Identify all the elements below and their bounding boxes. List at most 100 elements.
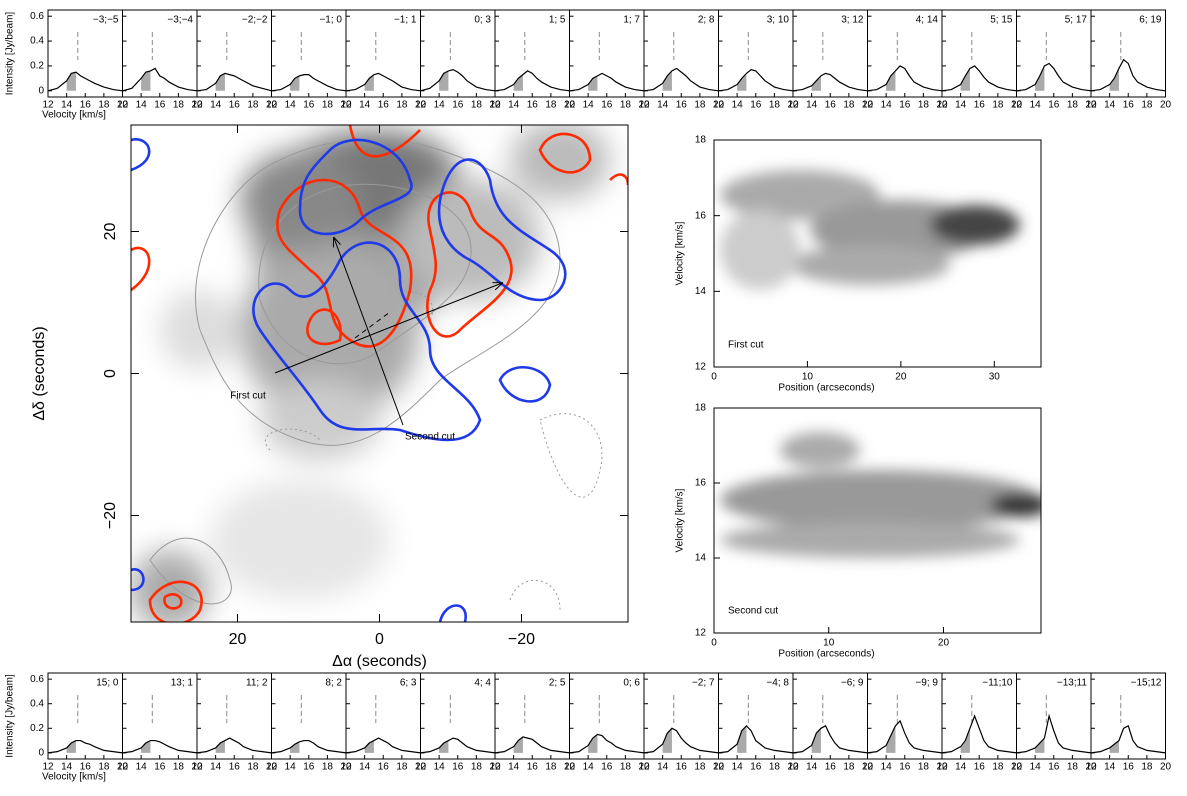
y-axis-label: Δδ (seconds)	[31, 326, 48, 420]
spectrum-line	[941, 714, 1017, 754]
shaded-area	[662, 70, 672, 91]
shaded-area	[141, 70, 151, 91]
x-tick-label: 12	[638, 100, 650, 111]
panel-label: 13; 1	[171, 678, 194, 689]
panel-label: −11;10	[982, 678, 1013, 689]
panel-label: −2; 7	[692, 678, 715, 689]
plot-frame	[713, 407, 1042, 634]
x-tick-label: 14	[955, 100, 967, 111]
x-tick-label: 20	[564, 100, 576, 111]
x-tick-label: 12	[936, 100, 948, 111]
x-tick-label: 16	[750, 100, 762, 111]
x-axis-label: Velocity [km/s]	[42, 772, 106, 783]
x-tick-label: 16	[825, 100, 837, 111]
x-tick-label: 14	[583, 762, 595, 773]
x-tick-label: 14	[508, 100, 520, 111]
x-tick-label: 18	[545, 762, 557, 773]
x-tick-label: 12	[266, 762, 278, 773]
x-tick-label: 20	[564, 762, 576, 773]
x-tick-label: 14	[210, 100, 222, 111]
x-tick-label: 20	[713, 762, 725, 773]
x-tick-label: 16	[899, 762, 911, 773]
spectrum-line	[47, 71, 123, 92]
x-tick-label: 16	[676, 100, 688, 111]
x-tick-label: 12	[787, 100, 799, 111]
x-axis-label: Position (arcseconds)	[778, 649, 874, 660]
x-tick-label: 18	[918, 762, 930, 773]
x-tick-label: 18	[992, 762, 1004, 773]
x-tick-label: 14	[806, 100, 818, 111]
spectrum-line	[1016, 62, 1092, 92]
x-tick-label: 16	[303, 762, 315, 773]
x-tick-label: 16	[601, 762, 613, 773]
x-tick-label: 14	[136, 762, 148, 773]
x-tick-label: 16	[974, 762, 986, 773]
spectrum-line	[345, 72, 421, 92]
x-axis-label: Position (arcseconds)	[778, 383, 874, 394]
panel-label: −1; 1	[394, 15, 417, 26]
x-tick-label: 20	[191, 100, 203, 111]
panel-label: 0; 3	[474, 15, 491, 26]
y-tick-label: 18	[695, 135, 707, 146]
spectrum-line	[643, 67, 719, 92]
pv-image	[714, 140, 1041, 367]
x-tick-label: 16	[229, 100, 241, 111]
spectrum-line	[718, 724, 794, 754]
x-tick-label: 16	[452, 100, 464, 111]
x-tick-label: 18	[1141, 762, 1153, 773]
panel-label: −13;11	[1057, 678, 1088, 689]
panel-label: 5; 15	[990, 15, 1013, 26]
spectrum-line	[867, 65, 943, 92]
panel-label: 6; 3	[400, 678, 417, 689]
panel-label: −6; 9	[841, 678, 864, 689]
x-tick-label: 14	[732, 100, 744, 111]
shaded-area	[737, 73, 747, 91]
x-tick-label: 18	[918, 100, 930, 111]
x-tick-label: 20	[895, 372, 907, 383]
x-tick-label: 20	[787, 762, 799, 773]
x-tick-label: 20	[936, 762, 948, 773]
x-tick-label: 16	[601, 100, 613, 111]
x-tick-label: 12	[1085, 762, 1097, 773]
x-tick-label: 12	[340, 100, 352, 111]
x-tick-label: 20	[936, 100, 948, 111]
x-tick-label: 20	[1160, 762, 1172, 773]
x-tick-label: 20	[1085, 762, 1097, 773]
x-tick-label: 14	[1104, 100, 1116, 111]
spectrum-line	[1016, 713, 1092, 754]
y-tick-label: 0.4	[30, 698, 44, 709]
x-tick-label: 14	[434, 762, 446, 773]
shaded-area	[364, 740, 374, 753]
shaded-area	[737, 725, 747, 753]
x-tick-label: 12	[42, 762, 54, 773]
x-tick-label: 12	[862, 762, 874, 773]
panel-label: 15; 0	[96, 678, 119, 689]
x-tick-label: 20	[340, 762, 352, 773]
y-tick-label: 0	[102, 369, 119, 378]
x-tick-label: 16	[899, 100, 911, 111]
x-tick-label: 20	[117, 100, 129, 111]
x-tick-label: 20	[266, 762, 278, 773]
spectrum-line	[718, 68, 794, 92]
panel-label: 1; 5	[549, 15, 566, 26]
spectrum-line	[47, 739, 123, 754]
y-tick-label: 18	[695, 403, 707, 414]
x-tick-label: 12	[117, 762, 129, 773]
shaded-area	[215, 73, 225, 91]
x-tick-label: 16	[378, 762, 390, 773]
x-tick-label: 0	[711, 372, 717, 383]
x-tick-label: 14	[508, 762, 520, 773]
panel-label: 3; 10	[767, 15, 790, 26]
x-tick-label: 18	[992, 100, 1004, 111]
x-tick-label: 16	[1123, 762, 1135, 773]
x-tick-label: 18	[173, 100, 185, 111]
spectrum-line	[494, 736, 570, 754]
panel-label: Second cut	[728, 606, 778, 617]
x-tick-label: 14	[359, 762, 371, 773]
spectrum-line	[643, 727, 719, 754]
panel-label: −15;12	[1131, 678, 1162, 689]
annotation: Second cut	[405, 432, 455, 443]
x-tick-label: 18	[322, 762, 334, 773]
panel-label: −4; 8	[766, 678, 789, 689]
x-axis-label: Velocity [km/s]	[42, 110, 106, 121]
